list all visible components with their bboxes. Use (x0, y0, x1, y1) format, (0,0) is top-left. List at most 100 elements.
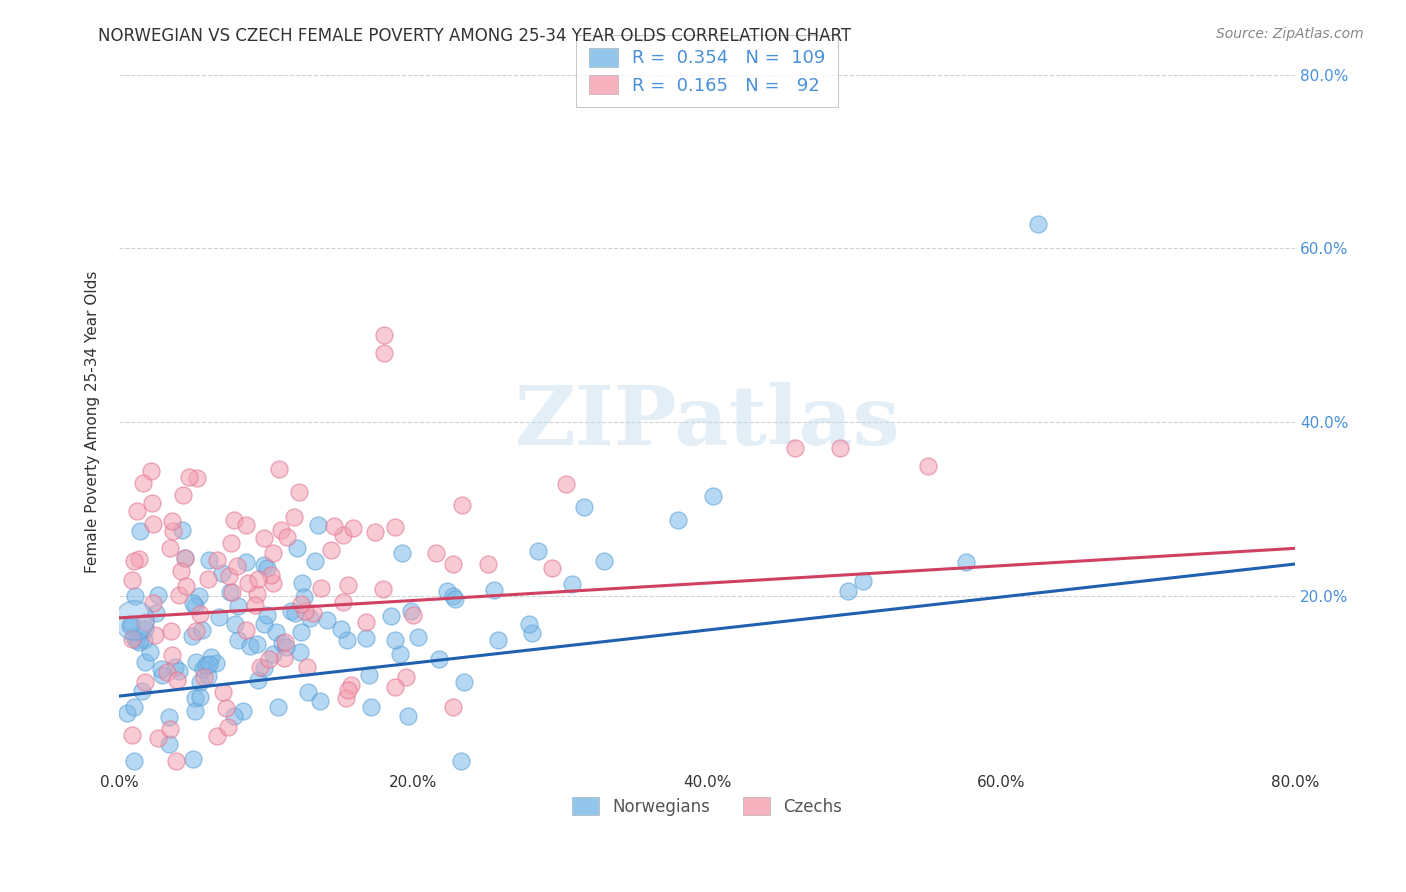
Point (311, 582, 333, 596)
Point (267, 699, 290, 714)
Point (145, 628, 167, 642)
Point (235, 518, 257, 533)
Point (142, 517, 165, 532)
Point (290, 625, 312, 640)
Point (253, 616, 276, 631)
Point (122, 554, 145, 568)
Point (332, 595, 354, 609)
Point (188, 690, 211, 704)
Point (290, 597, 312, 611)
Point (191, 662, 214, 676)
Point (540, 561, 562, 575)
Point (398, 709, 420, 723)
Point (221, 535, 243, 549)
Point (160, 624, 183, 639)
Point (262, 576, 284, 591)
Point (205, 553, 228, 567)
Point (124, 632, 146, 647)
Point (181, 629, 204, 643)
Point (256, 608, 278, 623)
Point (215, 701, 238, 715)
Point (172, 488, 194, 502)
Point (222, 513, 245, 527)
Point (246, 587, 269, 601)
Point (177, 469, 200, 483)
Point (294, 604, 316, 618)
Point (307, 517, 329, 532)
Point (159, 722, 181, 736)
Point (122, 754, 145, 768)
Point (217, 720, 239, 734)
Point (297, 685, 319, 699)
Point (436, 583, 458, 598)
Point (150, 668, 173, 682)
Point (197, 572, 219, 586)
Point (125, 504, 148, 518)
Point (239, 639, 262, 653)
Point (157, 710, 180, 724)
Point (441, 558, 464, 572)
Point (336, 578, 359, 592)
Point (145, 606, 167, 620)
Point (190, 623, 212, 637)
Point (288, 485, 311, 500)
Point (527, 544, 550, 558)
Point (319, 543, 342, 558)
Point (666, 513, 689, 527)
Point (166, 673, 188, 688)
Point (425, 545, 447, 559)
Point (186, 471, 208, 485)
Point (243, 598, 266, 612)
Point (134, 615, 156, 629)
Point (132, 475, 155, 490)
Point (262, 546, 284, 560)
Text: Source: ZipAtlas.com: Source: ZipAtlas.com (1216, 27, 1364, 41)
Point (134, 655, 156, 669)
Point (828, 442, 851, 456)
Point (141, 464, 163, 478)
Point (198, 553, 221, 567)
Point (165, 754, 187, 768)
Point (520, 626, 543, 640)
Point (373, 345, 395, 359)
Point (247, 572, 270, 586)
Point (253, 558, 276, 573)
Point (131, 684, 153, 698)
Point (269, 462, 291, 476)
Point (165, 660, 187, 674)
Point (262, 647, 284, 661)
Point (218, 569, 240, 583)
Point (128, 524, 150, 538)
Point (391, 546, 413, 560)
Point (225, 559, 247, 574)
Point (572, 500, 595, 515)
Point (222, 709, 245, 723)
Point (593, 554, 616, 568)
Point (917, 458, 939, 473)
Point (354, 631, 377, 645)
Point (337, 683, 360, 698)
Point (146, 731, 169, 746)
Point (380, 609, 402, 624)
Point (155, 665, 177, 680)
Point (142, 596, 165, 610)
Point (388, 648, 411, 662)
Point (121, 632, 143, 646)
Point (274, 640, 297, 654)
Point (184, 656, 207, 670)
Point (128, 552, 150, 566)
Point (170, 523, 193, 537)
Point (120, 617, 142, 632)
Point (174, 551, 197, 566)
Point (384, 519, 406, 533)
Point (128, 635, 150, 649)
Point (121, 729, 143, 743)
Point (561, 577, 583, 591)
Point (187, 589, 209, 603)
Point (159, 541, 181, 555)
Point (316, 613, 339, 627)
Point (232, 704, 254, 718)
Point (132, 632, 155, 647)
Point (204, 656, 226, 670)
Point (450, 754, 472, 768)
